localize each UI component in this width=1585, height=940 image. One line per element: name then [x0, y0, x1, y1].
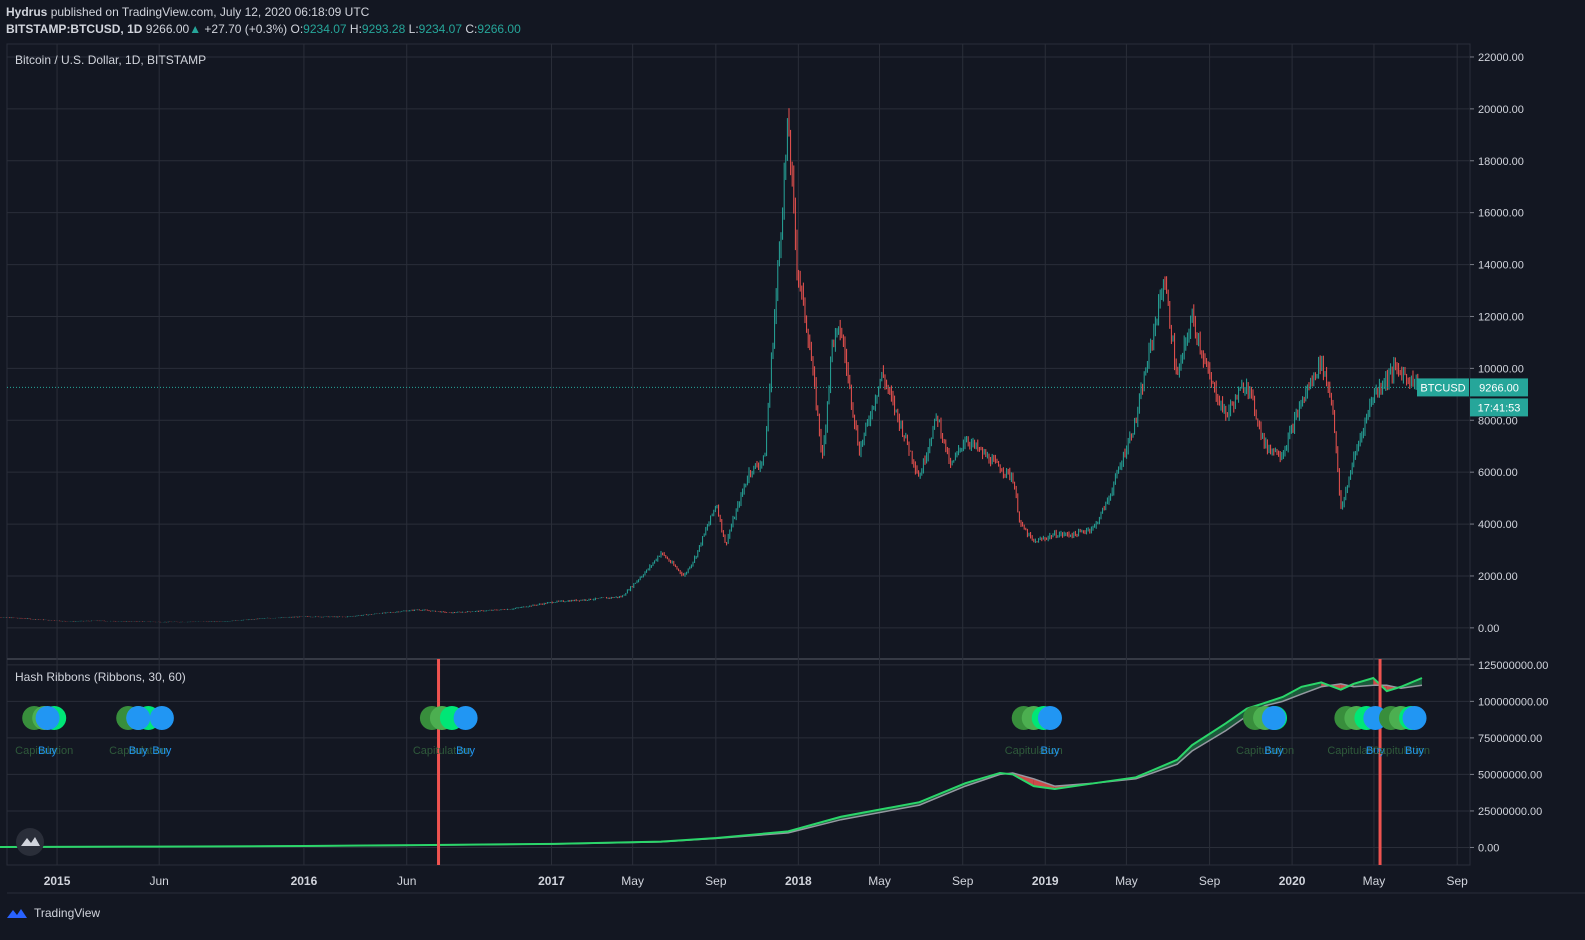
y-tick-label: 100000000.00	[1478, 696, 1548, 708]
x-tick-label: 2018	[785, 874, 812, 888]
buy-marker	[1037, 706, 1062, 730]
x-tick-label: Sep	[952, 874, 974, 888]
capitulation-label: Capitulation	[1327, 745, 1385, 757]
buy-label: Buy	[1040, 745, 1059, 757]
x-tick-label: Sep	[1446, 874, 1468, 888]
y-tick-label: 16000.00	[1478, 208, 1524, 220]
x-tick-label: May	[868, 874, 891, 888]
change-up-icon: ▲	[189, 22, 202, 36]
capitulation-label: Capitulation	[413, 745, 471, 757]
published-text: published on TradingView.com, July 12, 2…	[50, 5, 370, 19]
hash-ma-30-line	[0, 676, 1423, 848]
tv-badge-glyph-icon	[21, 837, 40, 846]
author-name[interactable]: Hydrus	[6, 5, 48, 19]
chart-header: Hydrus published on TradingView.com, Jul…	[0, 0, 1585, 42]
x-tick-label: 2015	[44, 874, 71, 888]
high-label: H:	[349, 22, 362, 36]
y-tick-label: 6000.00	[1478, 467, 1518, 479]
symbol-name[interactable]: BITSTAMP:BTCUSD, 1D	[6, 22, 143, 36]
y-tick-label: 12000.00	[1478, 311, 1524, 323]
y-tick-label: 4000.00	[1478, 519, 1518, 531]
symbol-tag-label: BTCUSD	[1420, 382, 1465, 394]
chart-canvas[interactable]: 22000.00 20000.00 18000.00 16000.00 14000.00…	[0, 0, 1585, 900]
plot-frame	[6, 43, 1471, 866]
footer: TradingView	[6, 903, 100, 923]
buy-label: Buy	[456, 745, 475, 757]
buy-marker	[126, 706, 151, 730]
x-tick-label: May	[1115, 874, 1138, 888]
buy-marker	[149, 706, 174, 730]
x-tick-label: Jun	[397, 874, 416, 888]
y-tick-label: 10000.00	[1478, 363, 1524, 375]
high-value: 9293.28	[361, 22, 406, 36]
buy-label: Buy	[1264, 745, 1283, 757]
x-tick-label: 2019	[1032, 874, 1059, 888]
y-tick-label: 0.00	[1478, 623, 1499, 635]
price-tag-label: 9266.00	[1479, 382, 1519, 394]
capitulation-label: Capitulation	[109, 745, 167, 757]
open-label: O:	[290, 22, 304, 36]
x-tick-label: May	[621, 874, 644, 888]
y-tick-label: 75000000.00	[1478, 733, 1542, 745]
y-tick-label: 2000.00	[1478, 571, 1518, 583]
buy-marker	[1261, 706, 1286, 730]
y-tick-label: 18000.00	[1478, 156, 1524, 168]
ribbon-fill	[1301, 682, 1322, 695]
y-tick-label: 25000000.00	[1478, 806, 1542, 818]
ohlc-line: BITSTAMP:BTCUSD, 1D 9266.00▲ +27.70 (+0.…	[6, 22, 521, 36]
symbol-tag-box	[1417, 378, 1469, 397]
low-value: 9234.07	[418, 22, 463, 36]
x-tick-label: 2016	[291, 874, 318, 888]
buy-label: Buy	[1405, 745, 1424, 757]
hash-ma-60-line	[0, 683, 1423, 848]
x-tick-label: Sep	[1199, 874, 1221, 888]
hash-pane-title[interactable]: Hash Ribbons (Ribbons, 30, 60)	[15, 670, 186, 684]
y-tick-label: 14000.00	[1478, 260, 1524, 272]
ribbon-fill	[1192, 723, 1226, 752]
main-pane-title[interactable]: Bitcoin / U.S. Dollar, 1D, BITSTAMP	[15, 53, 206, 67]
y-tick-label: 0.00	[1478, 842, 1499, 854]
tradingview-logo-icon	[7, 909, 27, 918]
capitulation-label: Capitulation	[1005, 745, 1063, 757]
open-value: 9234.07	[303, 22, 347, 36]
ribbon-fill	[1225, 708, 1247, 731]
countdown-label: 17:41:53	[1478, 402, 1521, 414]
price-change: +27.70 (+0.3%)	[204, 22, 288, 36]
y-tick-label: 22000.00	[1478, 52, 1524, 64]
y-tick-label: 8000.00	[1478, 415, 1518, 427]
buy-marker	[1402, 706, 1427, 730]
y-tick-label: 125000000.00	[1478, 660, 1548, 672]
capitulation-label: Capitulation	[15, 745, 73, 757]
buy-marker	[35, 706, 60, 730]
buy-marker	[453, 706, 478, 730]
buy-label: Buy	[1366, 745, 1385, 757]
last-price: 9266.00	[145, 22, 190, 36]
close-value: 9266.00	[477, 22, 521, 36]
capitulation-label: Capitulation	[1236, 745, 1294, 757]
x-tick-label: 2017	[538, 874, 565, 888]
buy-label: Buy	[129, 745, 148, 757]
close-label: C:	[465, 22, 478, 36]
buy-label: Buy	[152, 745, 171, 757]
capitulation-label: Capitulation	[1372, 745, 1430, 757]
low-label: L:	[408, 22, 419, 36]
price-tag-box[interactable]	[1470, 378, 1528, 397]
countdown-box	[1470, 398, 1528, 417]
y-tick-label: 50000000.00	[1478, 769, 1542, 781]
y-tick-label: 20000.00	[1478, 104, 1524, 116]
publish-line: Hydrus published on TradingView.com, Jul…	[6, 5, 369, 19]
x-tick-label: 2020	[1279, 874, 1306, 888]
buy-label: Buy	[38, 745, 57, 757]
x-tick-label: May	[1363, 874, 1386, 888]
x-tick-label: Jun	[150, 874, 169, 888]
brand-name[interactable]: TradingView	[34, 906, 101, 920]
x-tick-label: Sep	[705, 874, 727, 888]
